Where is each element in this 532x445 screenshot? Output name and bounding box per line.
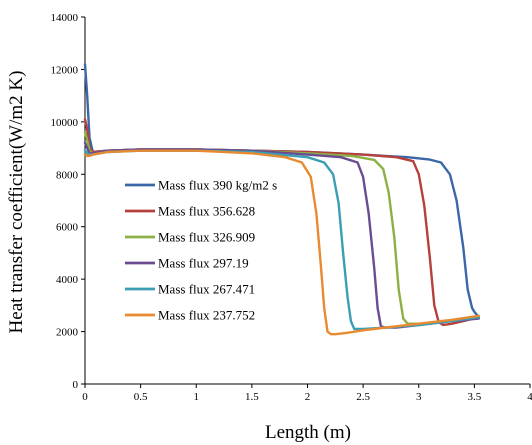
- y-axis-title: Heat transfer coefficient(W/m2 K): [6, 71, 27, 334]
- y-tick-label: 12000: [51, 64, 79, 76]
- x-tick-label: 2.5: [356, 391, 370, 403]
- x-tick-label: 0: [82, 391, 88, 403]
- x-tick-label: 3: [416, 391, 422, 403]
- data-series: [83, 63, 480, 336]
- x-tick-label: 1: [194, 391, 200, 403]
- legend-label-3: Mass flux 326.909: [158, 230, 255, 245]
- y-tick-label: 2000: [56, 327, 79, 339]
- legend-label-6: Mass flux 237.752: [158, 308, 255, 323]
- x-tick-label: 0.5: [134, 391, 148, 403]
- legend-label-2: Mass flux 356.628: [158, 204, 255, 219]
- y-tick-label: 4000: [56, 274, 79, 286]
- y-tick-label: 0: [73, 379, 79, 391]
- legend-label-4: Mass flux 297.19: [158, 256, 249, 271]
- x-tick-label: 2: [305, 391, 311, 403]
- series-line-6: [83, 149, 480, 336]
- y-tick-label: 10000: [51, 117, 79, 129]
- legend: Mass flux 390 kg/m2 s Mass flux 356.628 Ma…: [125, 178, 277, 323]
- x-tick-label: 3.5: [468, 391, 482, 403]
- y-tick-label: 8000: [56, 169, 79, 181]
- axes: 0 0.5 1 1.5 2 2.5 3 3.5 4 0 2000 4000 6000 8000 10000 1…: [51, 12, 532, 403]
- y-tick-label: 14000: [51, 12, 79, 24]
- x-axis-title: Length (m): [265, 422, 351, 443]
- y-tick-label: 6000: [56, 222, 79, 234]
- legend-label-5: Mass flux 267.471: [158, 282, 255, 297]
- x-tick-label: 4: [527, 391, 532, 403]
- legend-label-1: Mass flux 390 kg/m2 s: [158, 178, 277, 193]
- x-tick-label: 1.5: [245, 391, 259, 403]
